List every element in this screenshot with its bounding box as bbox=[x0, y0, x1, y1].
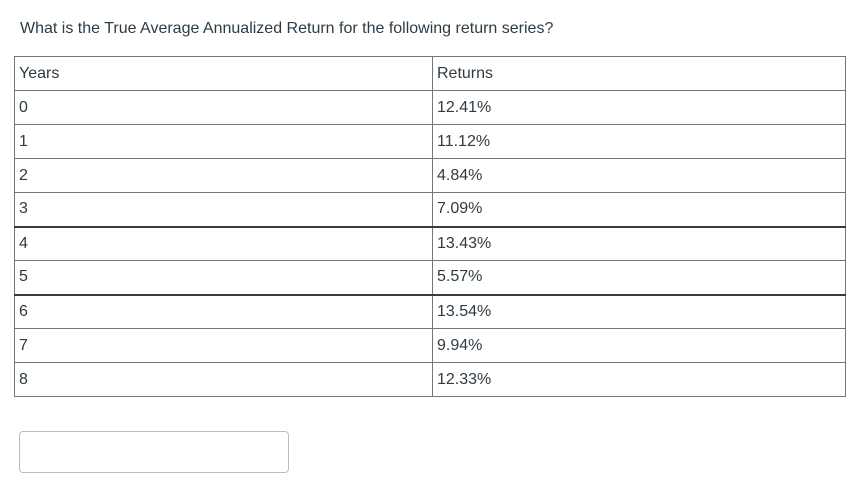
table-row: 2 4.84% bbox=[14, 158, 846, 193]
year-cell: 1 bbox=[14, 124, 433, 159]
question-text: What is the True Average Annualized Retu… bbox=[20, 20, 554, 37]
table-row: 3 7.09% bbox=[14, 192, 846, 227]
return-cell: 7.09% bbox=[432, 192, 846, 227]
return-cell: 13.54% bbox=[432, 293, 846, 329]
returns-column-header: Returns bbox=[432, 56, 846, 91]
table-row: 4 13.43% bbox=[14, 225, 846, 261]
year-cell: 4 bbox=[14, 225, 433, 261]
year-cell: 2 bbox=[14, 158, 433, 193]
table-row: 1 11.12% bbox=[14, 124, 846, 159]
return-cell: 4.84% bbox=[432, 158, 846, 193]
return-cell: 11.12% bbox=[432, 124, 846, 159]
returns-table: Years Returns 0 12.41% 1 11.12% 2 4.84% … bbox=[14, 56, 846, 397]
year-cell: 0 bbox=[14, 90, 433, 125]
year-cell: 3 bbox=[14, 192, 433, 227]
year-cell: 5 bbox=[14, 260, 433, 295]
return-cell: 9.94% bbox=[432, 328, 846, 363]
year-cell: 7 bbox=[14, 328, 433, 363]
return-cell: 12.41% bbox=[432, 90, 846, 125]
table-row: 8 12.33% bbox=[14, 362, 846, 397]
answer-input[interactable] bbox=[19, 431, 289, 473]
table-header-row: Years Returns bbox=[14, 56, 846, 91]
table-row: 5 5.57% bbox=[14, 260, 846, 295]
table-row: 6 13.54% bbox=[14, 293, 846, 329]
year-cell: 6 bbox=[14, 293, 433, 329]
return-cell: 12.33% bbox=[432, 362, 846, 397]
years-column-header: Years bbox=[14, 56, 433, 91]
table-row: 7 9.94% bbox=[14, 328, 846, 363]
return-cell: 5.57% bbox=[432, 260, 846, 295]
return-cell: 13.43% bbox=[432, 225, 846, 261]
table-row: 0 12.41% bbox=[14, 90, 846, 125]
year-cell: 8 bbox=[14, 362, 433, 397]
